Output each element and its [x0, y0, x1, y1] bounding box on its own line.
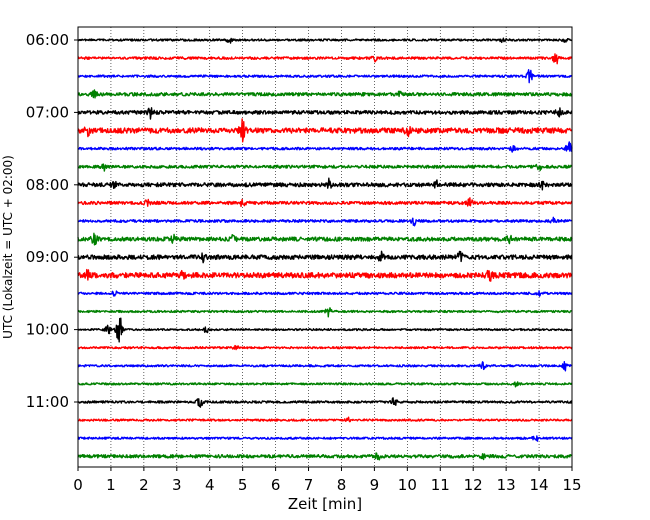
x-tick-label: 4 [205, 476, 215, 494]
x-tick-label: 3 [172, 476, 182, 494]
trace-line [77, 250, 573, 264]
x-tick-label: 8 [337, 476, 347, 494]
x-axis-label: Zeit [min] [288, 495, 362, 513]
trace-line [77, 232, 573, 246]
x-tick-label: 15 [562, 476, 581, 494]
trace-line [77, 216, 573, 227]
trace-line [77, 435, 573, 442]
y-tick-label: 10:00 [26, 321, 69, 339]
trace-group [77, 37, 573, 461]
x-tick-label: 14 [530, 476, 549, 494]
x-tick-label: 10 [398, 476, 417, 494]
plot-frame [77, 26, 573, 468]
trace-line [77, 381, 573, 388]
x-tick-label: 7 [304, 476, 314, 494]
vertical-grid [110, 27, 540, 467]
trace-line [77, 361, 573, 372]
x-tick-label: 6 [271, 476, 281, 494]
trace-line [77, 141, 573, 153]
x-axis: 0 1 2 3 4 5 6 7 8 9 10 11 12 13 14 15 [73, 467, 582, 494]
y-axis-label: UTC (Lokalzeit = UTC + 02:00) [1, 155, 15, 339]
trace-line [77, 197, 573, 208]
trace-line [77, 307, 573, 318]
y-tick-label: 07:00 [26, 103, 69, 121]
trace-line [77, 118, 573, 143]
x-tick-label: 13 [497, 476, 516, 494]
trace-line [77, 69, 573, 84]
x-tick-label: 2 [139, 476, 149, 494]
trace-line [77, 452, 573, 461]
x-tick-label: 5 [238, 476, 248, 494]
x-tick-label: 11 [431, 476, 450, 494]
trace-line [77, 37, 573, 44]
trace-line [77, 177, 573, 191]
y-tick-label: 11:00 [26, 393, 69, 411]
y-tick-label: 09:00 [26, 248, 69, 266]
y-tick-label: 06:00 [26, 31, 69, 49]
x-tick-label: 0 [73, 476, 83, 494]
x-tick-label: 12 [464, 476, 483, 494]
trace-line [77, 107, 573, 120]
x-tick-label: 1 [106, 476, 116, 494]
trace-line [77, 317, 573, 343]
trace-line [77, 290, 573, 297]
trace-line [77, 89, 573, 99]
y-axis: 06:00 07:00 08:00 09:00 10:00 11:00 [26, 31, 78, 411]
trace-line [77, 397, 573, 408]
x-tick-label: 9 [370, 476, 380, 494]
trace-line [77, 268, 573, 282]
trace-line [77, 344, 573, 351]
trace-line [77, 163, 573, 172]
trace-line [77, 53, 573, 65]
trace-line [77, 416, 573, 423]
y-tick-label: 08:00 [26, 176, 69, 194]
